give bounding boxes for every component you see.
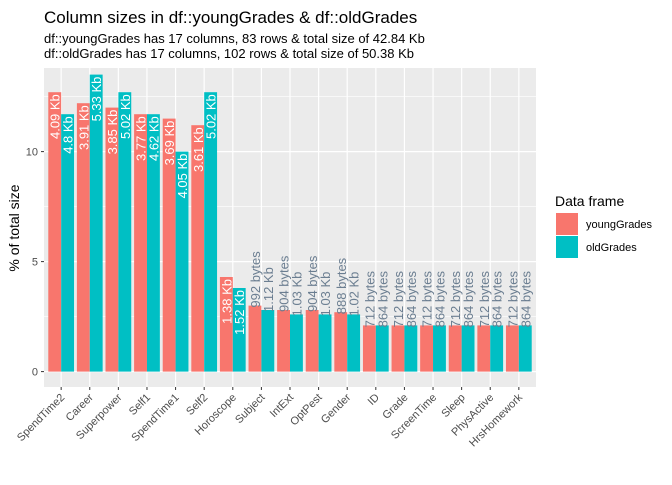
- bar-label-oldGrades-7: 1.12 Kb: [261, 267, 276, 312]
- bar-youngGrades-14: [448, 325, 462, 372]
- bar-youngGrades-2: [105, 107, 119, 372]
- bar-youngGrades-10: [334, 312, 348, 372]
- bar-oldGrades-16: [518, 325, 532, 372]
- bar-oldGrades-11: [375, 325, 389, 372]
- bar-oldGrades-5: [204, 92, 218, 372]
- bar-youngGrades-5: [191, 125, 205, 372]
- bar-label-youngGrades-11: 712 bytes: [362, 271, 377, 328]
- bar-labels-group: 4.09 Kb 3.91 Kb 3.85 Kb 3.77 Kb 3.69 Kb 3.61 …: [48, 77, 534, 335]
- bar-youngGrades-12: [391, 325, 405, 372]
- bar-oldGrades-3: [146, 114, 160, 372]
- bar-label-oldGrades-16: 864 bytes: [518, 271, 533, 328]
- y-axis-title: % of total size: [6, 184, 22, 271]
- bar-oldGrades-2: [118, 92, 132, 372]
- y-axis: 0 5 10: [26, 147, 44, 379]
- bar-youngGrades-16: [505, 325, 519, 372]
- x-tick-label-5: Self2: [184, 392, 210, 418]
- bar-youngGrades-13: [420, 325, 434, 372]
- bar-label-oldGrades-6: 1.52 Kb: [232, 290, 247, 335]
- bar-label-oldGrades-3: 4.62 Kb: [146, 116, 161, 161]
- bar-label-youngGrades-9: 904 bytes: [305, 255, 320, 312]
- bar-oldGrades-8: [290, 314, 303, 372]
- bar-youngGrades-4: [162, 118, 176, 372]
- x-tick-label-0: SpendTime2: [15, 392, 67, 444]
- legend-label-youngGrades: youngGrades: [586, 219, 653, 231]
- bar-label-oldGrades-14: 864 bytes: [461, 271, 476, 328]
- chart-subtitle-line-1: df::youngGrades has 17 columns, 83 rows …: [44, 31, 425, 46]
- bar-label-oldGrades-0: 4.8 Kb: [61, 116, 76, 154]
- bar-oldGrades-14: [461, 325, 475, 372]
- bar-youngGrades-0: [48, 92, 62, 372]
- bar-oldGrades-4: [175, 151, 189, 372]
- bar-label-oldGrades-15: 864 bytes: [490, 271, 505, 328]
- bar-youngGrades-8: [277, 310, 290, 372]
- legend: Data frame youngGrades oldGrades: [555, 193, 653, 258]
- bar-youngGrades-1: [76, 103, 90, 372]
- x-tick-label-10: Gender: [319, 391, 354, 426]
- x-tick-label-3: Self1: [127, 392, 153, 418]
- bar-label-youngGrades-13: 712 bytes: [420, 271, 435, 328]
- chart-title: Column sizes in df::youngGrades & df::ol…: [44, 8, 417, 27]
- bar-oldGrades-10: [347, 314, 361, 372]
- bar-label-oldGrades-5: 5.02 Kb: [204, 94, 219, 139]
- bar-oldGrades-12: [404, 325, 418, 372]
- x-tick-label-7: Subject: [233, 392, 267, 426]
- bar-label-oldGrades-13: 864 bytes: [432, 271, 447, 328]
- bar-label-youngGrades-12: 712 bytes: [391, 271, 406, 328]
- bar-youngGrades-3: [134, 114, 147, 372]
- bar-label-youngGrades-10: 888 bytes: [334, 257, 349, 314]
- bar-label-youngGrades-1: 3.91 Kb: [76, 105, 91, 150]
- bar-youngGrades-9: [305, 310, 319, 372]
- bar-youngGrades-7: [248, 305, 262, 372]
- bar-label-youngGrades-2: 3.85 Kb: [105, 110, 120, 155]
- bar-oldGrades-6: [232, 288, 246, 372]
- bars-group: [48, 74, 532, 372]
- bar-label-youngGrades-5: 3.61 Kb: [191, 127, 206, 172]
- bar-oldGrades-15: [490, 325, 504, 372]
- bar-label-oldGrades-9: 1.03 Kb: [318, 272, 333, 317]
- x-tick-label-11: ID: [366, 392, 382, 408]
- bar-label-youngGrades-0: 4.09 Kb: [48, 94, 63, 139]
- bar-label-youngGrades-16: 712 bytes: [505, 271, 520, 328]
- bar-label-oldGrades-12: 864 bytes: [404, 271, 419, 328]
- bar-youngGrades-11: [362, 325, 376, 372]
- bar-label-youngGrades-4: 3.69 Kb: [162, 121, 177, 166]
- y-tick-label-2: 10: [26, 147, 38, 159]
- bar-label-youngGrades-7: 992 bytes: [248, 251, 263, 308]
- y-tick-label-0: 0: [32, 367, 38, 379]
- bar-oldGrades-0: [61, 114, 75, 372]
- bar-label-youngGrades-15: 712 bytes: [477, 271, 492, 328]
- bar-label-oldGrades-11: 864 bytes: [375, 271, 390, 328]
- bar-youngGrades-6: [219, 277, 233, 372]
- bar-oldGrades-7: [261, 310, 275, 372]
- bar-label-youngGrades-6: 1.38 Kb: [219, 279, 234, 324]
- bar-label-youngGrades-3: 3.77 Kb: [134, 116, 149, 161]
- bar-youngGrades-15: [477, 325, 491, 372]
- bar-label-oldGrades-1: 5.33 Kb: [89, 77, 104, 122]
- x-tick-label-9: OptPest: [288, 392, 325, 429]
- legend-title: Data frame: [555, 193, 624, 209]
- bar-oldGrades-1: [89, 74, 103, 372]
- bar-oldGrades-13: [433, 325, 446, 372]
- bar-label-oldGrades-4: 4.05 Kb: [175, 154, 190, 199]
- bar-label-oldGrades-8: 1.03 Kb: [289, 272, 304, 317]
- bar-label-youngGrades-8: 904 bytes: [277, 255, 292, 312]
- bar-oldGrades-9: [318, 314, 332, 372]
- legend-key-youngGrades: [556, 213, 578, 235]
- legend-key-oldGrades: [556, 236, 578, 258]
- bar-label-oldGrades-10: 1.02 Kb: [347, 272, 362, 317]
- bar-label-youngGrades-14: 712 bytes: [448, 271, 463, 328]
- y-tick-label-1: 5: [32, 257, 38, 269]
- bar-label-oldGrades-2: 5.02 Kb: [118, 94, 133, 139]
- chart-subtitle-line-2: df::oldGrades has 17 columns, 102 rows &…: [44, 46, 414, 61]
- legend-label-oldGrades: oldGrades: [586, 242, 637, 254]
